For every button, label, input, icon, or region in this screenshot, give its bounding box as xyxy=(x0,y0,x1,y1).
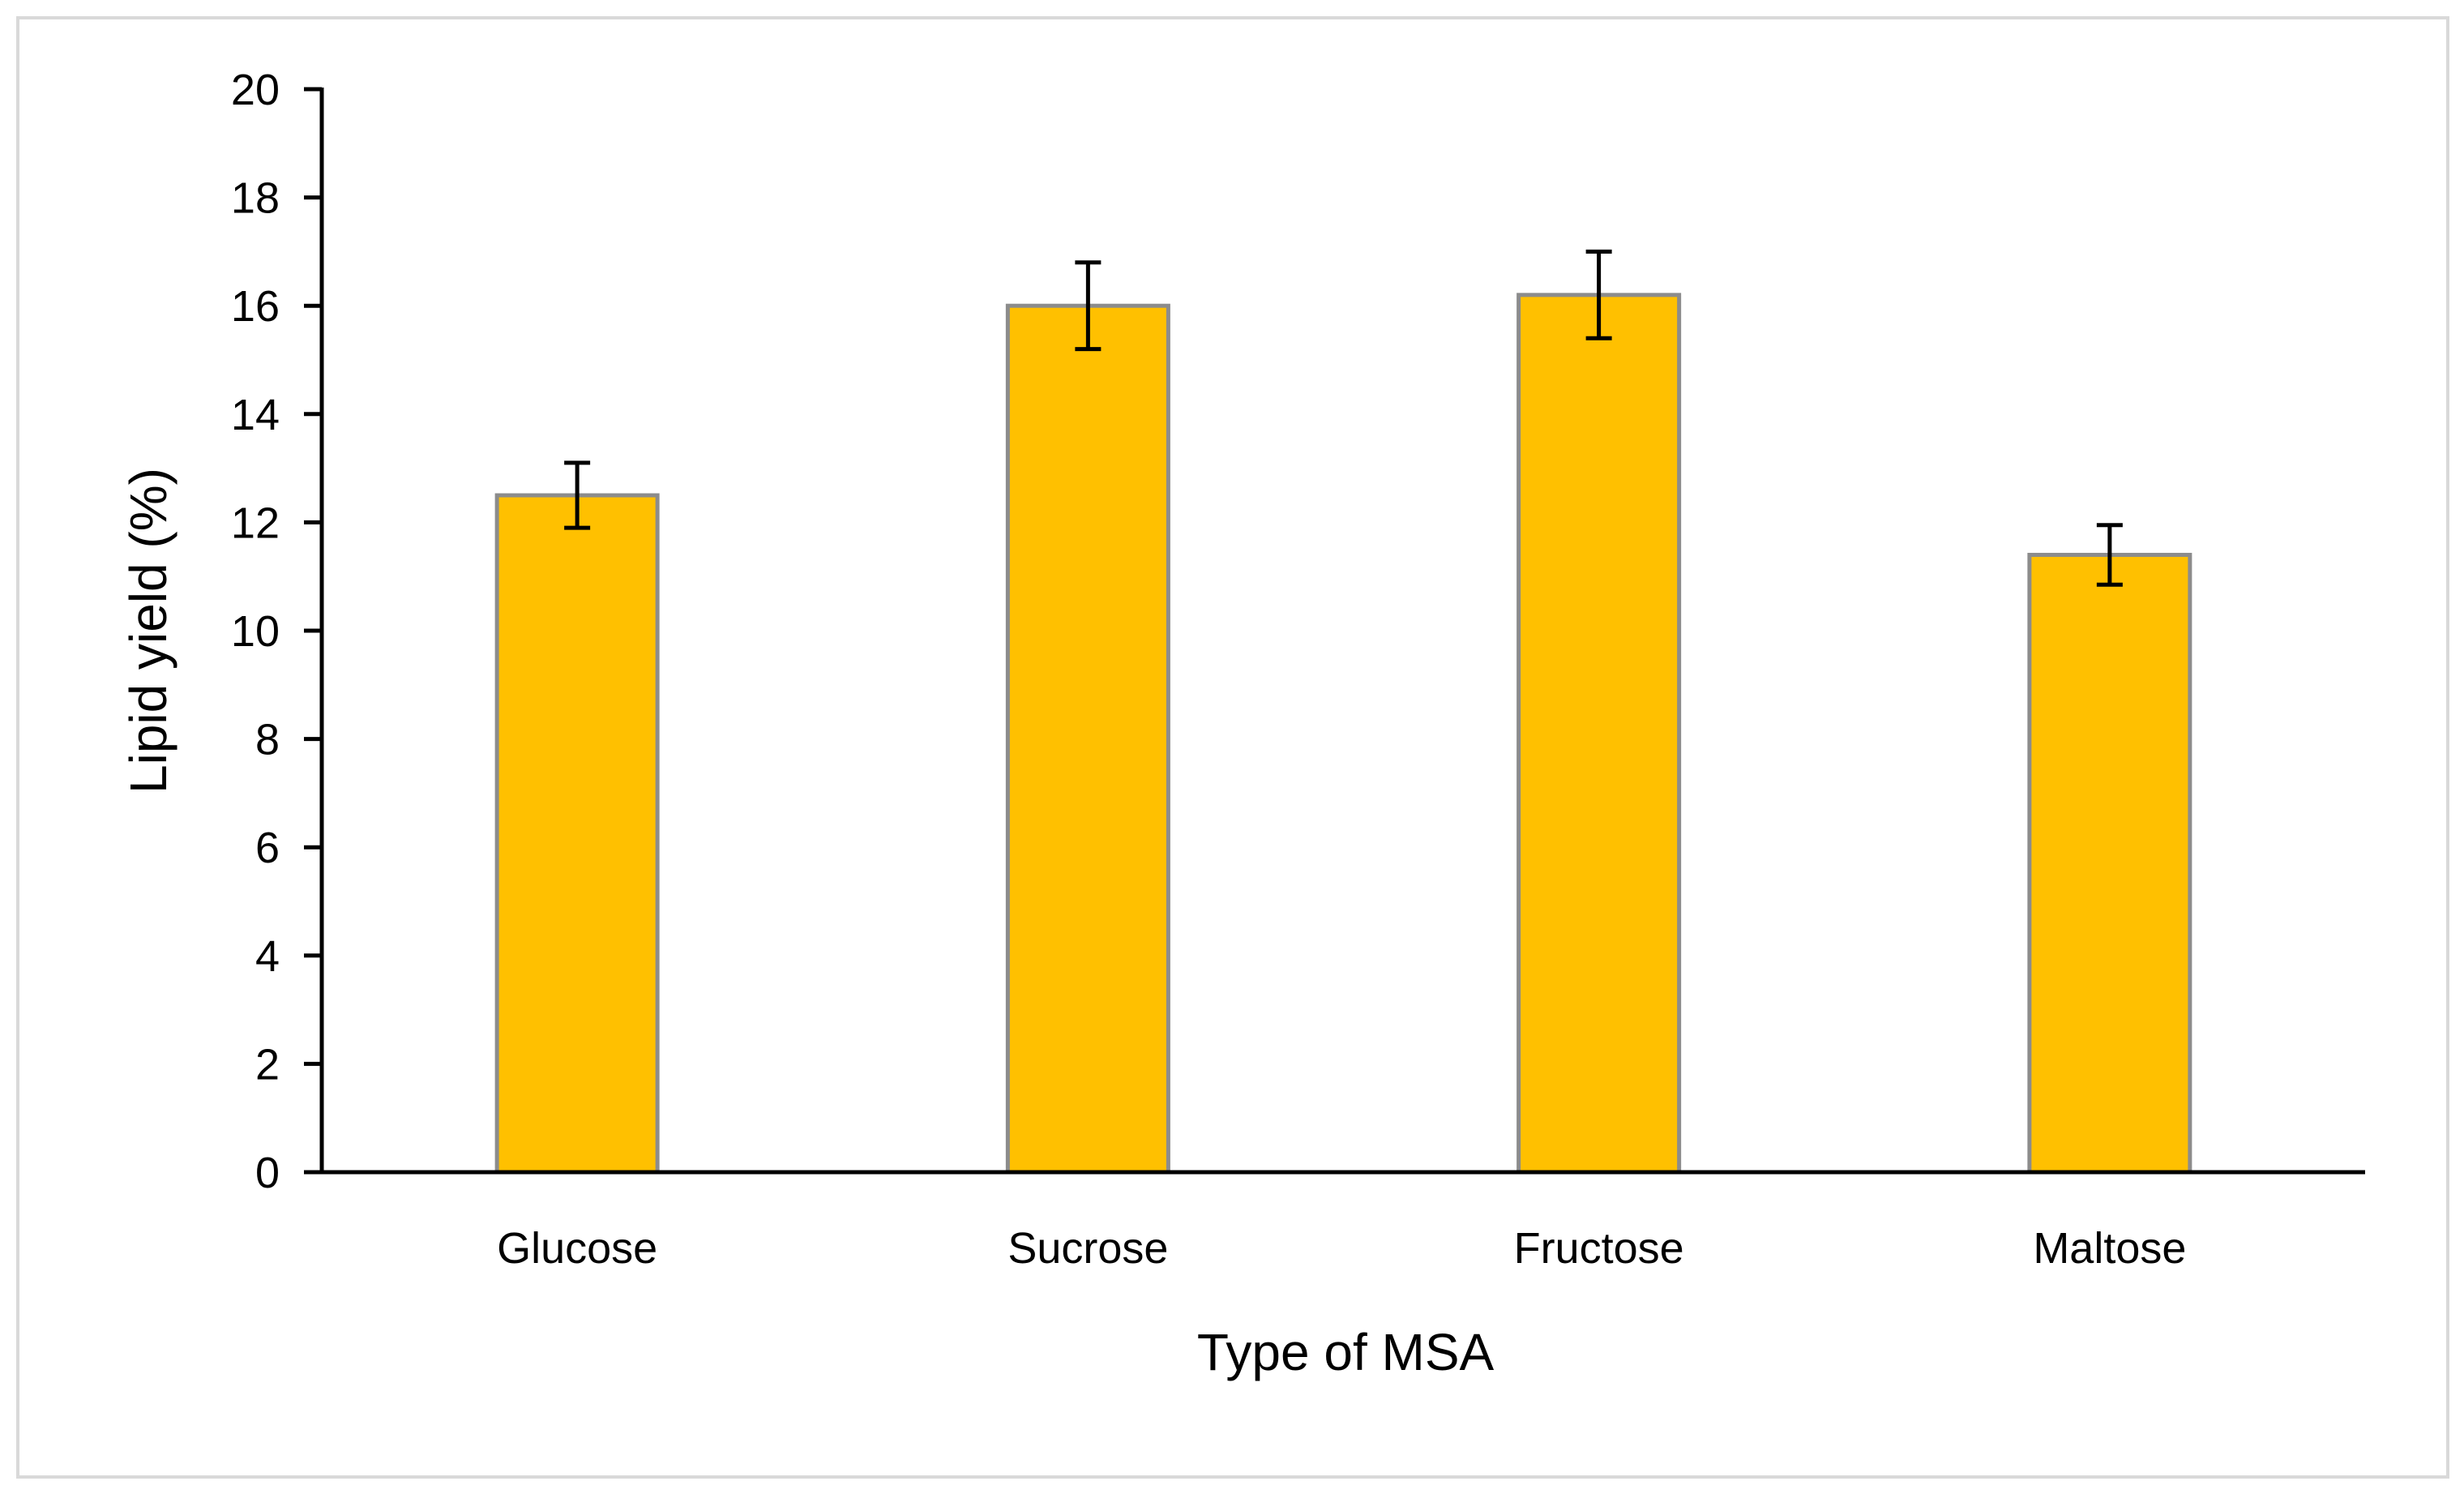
y-tick-label: 18 xyxy=(231,174,280,223)
x-tick-label: Maltose xyxy=(2033,1224,2186,1273)
y-ticks-layer: 0 2 4 6 8 10 12 14 16 18 20 xyxy=(231,66,322,1197)
x-axis-title: Type of MSA xyxy=(1197,1323,1495,1381)
x-tick-label: Sucrose xyxy=(1007,1224,1168,1273)
bar-glucose xyxy=(494,493,660,1175)
x-tick-label: Glucose xyxy=(497,1224,657,1273)
y-tick-label: 20 xyxy=(231,66,280,114)
y-tick-label: 0 xyxy=(255,1149,280,1197)
x-tick-label: Fructose xyxy=(1514,1224,1684,1273)
error-bars-layer xyxy=(564,249,2123,587)
y-tick-label: 4 xyxy=(255,932,280,981)
y-tick-label: 2 xyxy=(255,1040,280,1089)
y-tick-label: 8 xyxy=(255,716,280,764)
y-tick-label: 6 xyxy=(255,824,280,872)
bar-maltose xyxy=(2027,552,2192,1175)
y-tick-label: 10 xyxy=(231,607,280,656)
y-tick-label: 14 xyxy=(231,391,280,439)
x-labels-layer: Glucose Sucrose Fructose Maltose xyxy=(497,1224,2186,1273)
bar-sucrose xyxy=(1005,303,1170,1175)
y-tick-label: 16 xyxy=(231,282,280,331)
y-tick-label: 12 xyxy=(231,499,280,547)
bar-fructose xyxy=(1516,293,1682,1175)
y-axis-title: Lipid yield (%) xyxy=(119,468,178,794)
